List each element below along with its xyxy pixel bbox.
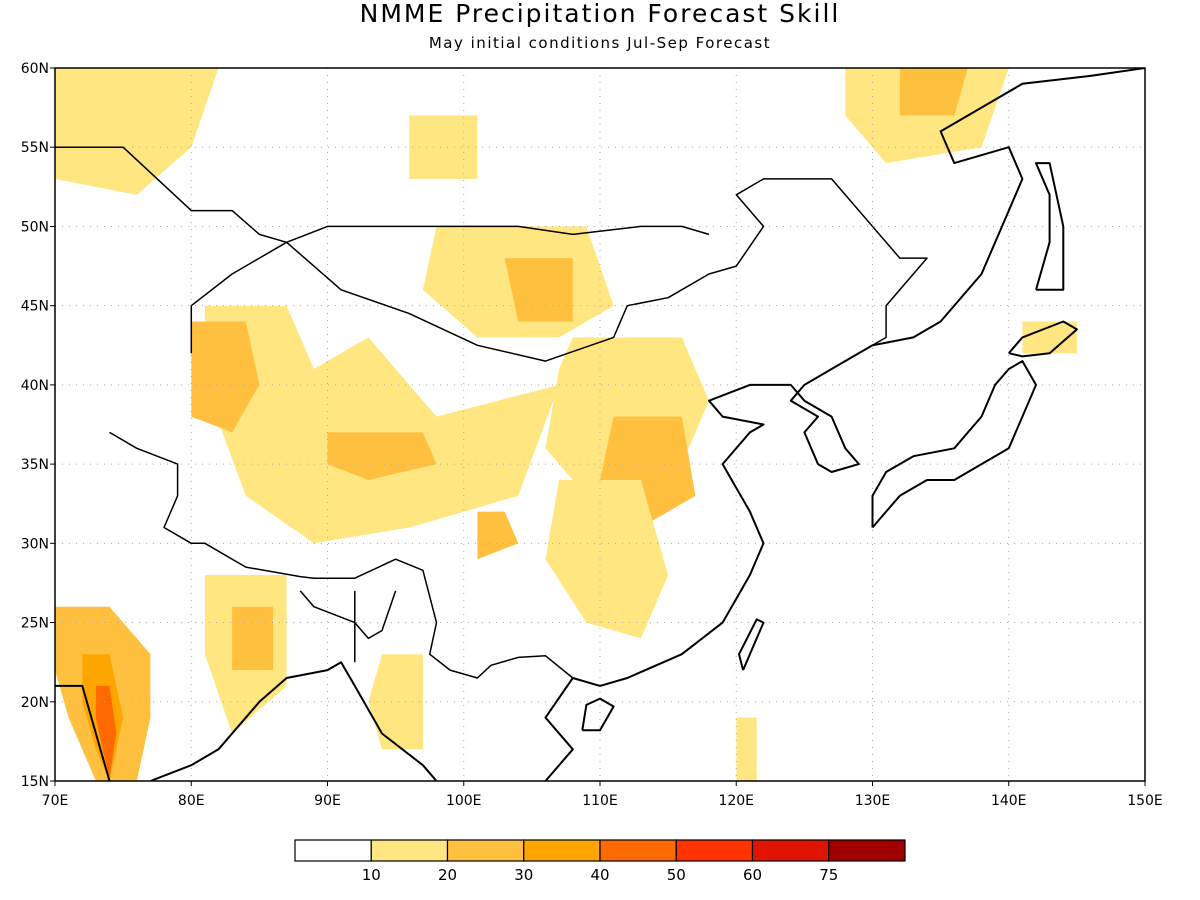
- border-line: [299, 590, 356, 663]
- colorbar-box: [828, 839, 906, 862]
- lat-tick-label: 30N: [21, 536, 49, 552]
- colorbar-box: [370, 839, 449, 862]
- political-borders: [55, 146, 928, 679]
- lat-tick-label: 35N: [21, 457, 49, 473]
- coastline-segment: [1035, 162, 1065, 291]
- lon-tick-label: 140E: [991, 793, 1027, 809]
- lon-tick-label: 100E: [446, 793, 482, 809]
- skill-shading: [55, 68, 1077, 781]
- skill-region-japan-hokkaido: [1022, 321, 1077, 354]
- colorbar-box: [523, 839, 601, 862]
- colorbar-legend: 10 20 30 40 50 60 75: [294, 839, 906, 884]
- skill-region-taiwan: [736, 717, 757, 781]
- colorbar-label: 30: [514, 866, 533, 884]
- colorbar-box: [751, 839, 830, 862]
- colorbar-label: 75: [819, 866, 838, 884]
- lat-tick-label: 45N: [21, 299, 49, 315]
- lon-tick-label: 110E: [582, 793, 618, 809]
- skill-region-mongolia-core: [504, 258, 573, 322]
- skill-region-central-india-core: [232, 606, 273, 671]
- coastline-segment: [581, 697, 615, 732]
- coastline-segment: [738, 618, 765, 671]
- coastline-segment: [1008, 320, 1078, 358]
- skill-region-burma: [368, 654, 423, 750]
- lon-tick-label: 150E: [1127, 793, 1163, 809]
- skill-region-south-china: [545, 480, 669, 639]
- axis-labels: 70E 80E 90E 100E 110E 120E 130E 140E 150E 15N 20N 2…: [21, 61, 1163, 809]
- colorbar-label: 40: [590, 866, 609, 884]
- border-line: [55, 146, 287, 244]
- lon-tick-label: 80E: [178, 793, 205, 809]
- lat-tick-label: 55N: [21, 140, 49, 156]
- colorbar-label: 50: [667, 866, 686, 884]
- colorbar-box: [294, 839, 372, 862]
- coastline-segment: [150, 661, 438, 781]
- colorbar-label: 60: [743, 866, 762, 884]
- map-title: NMME Precipitation Forecast Skill: [359, 0, 841, 28]
- skill-region-west-siberia: [55, 68, 219, 195]
- skill-region-far-east: [845, 68, 1009, 164]
- border-line: [190, 178, 928, 362]
- coastline-segment: [55, 684, 111, 781]
- lat-tick-label: 40N: [21, 378, 49, 394]
- lon-tick-label: 120E: [718, 793, 754, 809]
- lat-tick-label: 60N: [21, 61, 49, 77]
- colorbar-label: 10: [362, 866, 381, 884]
- lat-tick-label: 50N: [21, 219, 49, 235]
- skill-region-far-east-core: [899, 68, 968, 116]
- lon-tick-label: 90E: [314, 793, 341, 809]
- colorbar-box: [675, 839, 754, 862]
- skill-region-lake-baikal: [409, 115, 478, 179]
- lat-tick-label: 15N: [21, 774, 49, 790]
- colorbar-box: [599, 839, 677, 862]
- lon-tick-label: 130E: [855, 793, 891, 809]
- colorbar-label: 20: [438, 866, 457, 884]
- skill-region-tibet-core: [327, 432, 437, 480]
- skill-region-tibet-plateau: [204, 305, 560, 544]
- skill-region-pamir: [191, 321, 260, 433]
- coastline-segment: [871, 360, 1037, 529]
- border-line: [354, 590, 397, 640]
- skill-region-sichuan: [477, 511, 519, 560]
- coastline-segment: [544, 68, 1145, 781]
- coastlines: [55, 68, 1145, 781]
- colorbar-box: [446, 839, 525, 862]
- lon-tick-label: 70E: [42, 793, 69, 809]
- map-subtitle: May initial conditions Jul-Sep Forecast: [428, 34, 772, 52]
- skill-region-western-india-peak: [95, 685, 117, 778]
- lat-tick-label: 20N: [21, 695, 49, 711]
- border-line: [109, 431, 574, 679]
- border-line: [286, 225, 710, 243]
- lat-tick-label: 25N: [21, 616, 49, 632]
